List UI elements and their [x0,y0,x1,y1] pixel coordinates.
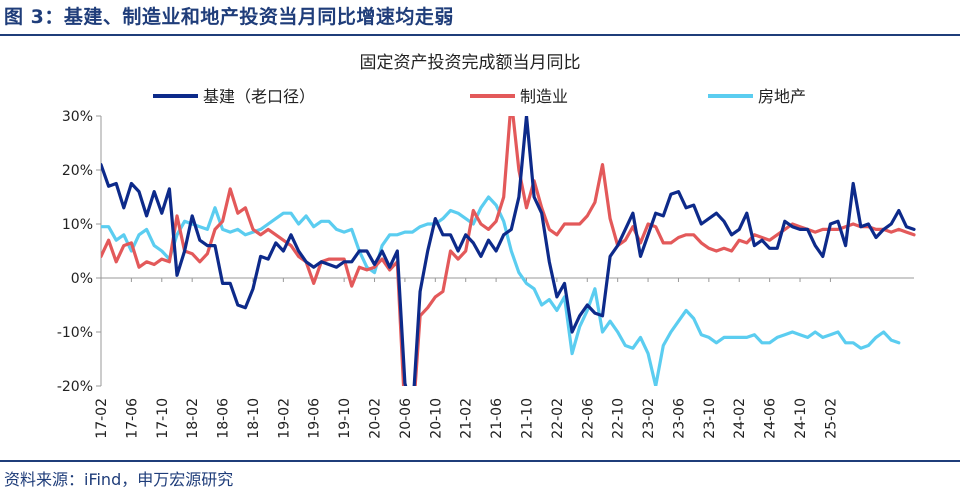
legend-label: 基建（老口径） [203,87,315,106]
y-tick-label: 0% [71,271,93,287]
x-tick-label: 23-02 [641,398,657,439]
x-tick-label: 24-10 [793,398,809,439]
source-note: 资料来源：iFind，申万宏源研究 [4,470,234,489]
x-tick-label: 21-06 [489,398,505,439]
x-tick-label: 22-06 [580,398,596,439]
legend-label: 制造业 [520,87,568,106]
axes: -20% -10% 0% 10% 20% 30% 17-02 17-06 17-10 18-02 1… [57,109,914,439]
x-tick-label: 20-06 [398,398,414,439]
legend: 基建（老口径） 制造业 房地产 [153,87,806,106]
legend-label: 房地产 [758,87,806,106]
y-tick-label: -20% [57,379,93,395]
x-tick-label: 21-10 [519,398,535,439]
y-tick-label: 30% [62,109,93,125]
x-tick-label: 21-02 [459,398,475,439]
x-tick-label: 18-06 [216,398,232,439]
x-tick-label: 20-02 [368,398,384,439]
x-tick-label: 17-10 [155,398,171,439]
x-tick-label: 22-02 [550,398,566,439]
x-tick-label: 25-02 [823,398,839,439]
x-tick-label: 19-06 [307,398,323,439]
x-tick-label: 18-02 [185,398,201,439]
y-tick-label: 20% [62,163,93,179]
series-line [101,116,916,386]
x-tick-label: 17-06 [124,398,140,439]
x-tick-label: 24-02 [732,398,748,439]
x-tick-label: 23-10 [702,398,718,439]
line-chart: 固定资产投资完成额当月同比 基建（老口径） 制造业 房地产 -20% -10% 0% 10… [57,53,916,439]
x-tick-label: 22-10 [611,398,627,439]
x-tick-label: 19-02 [276,398,292,439]
x-tick-label: 20-10 [428,398,444,439]
x-tick-label: 17-02 [94,398,110,439]
y-tick-label: 10% [62,217,93,233]
top-rule [0,34,960,36]
chart-title: 固定资产投资完成额当月同比 [360,53,581,73]
figure-title: 图 3：基建、制造业和地产投资当月同比增速均走弱 [4,6,454,28]
x-tick-label: 19-10 [337,398,353,439]
x-tick-label: 24-06 [763,398,779,439]
bottom-rule [0,460,960,462]
x-tick-label: 18-10 [246,398,262,439]
y-tick-label: -10% [57,325,93,341]
series-line [101,116,916,386]
x-tick-label: 23-06 [671,398,687,439]
series-lines [101,116,916,386]
